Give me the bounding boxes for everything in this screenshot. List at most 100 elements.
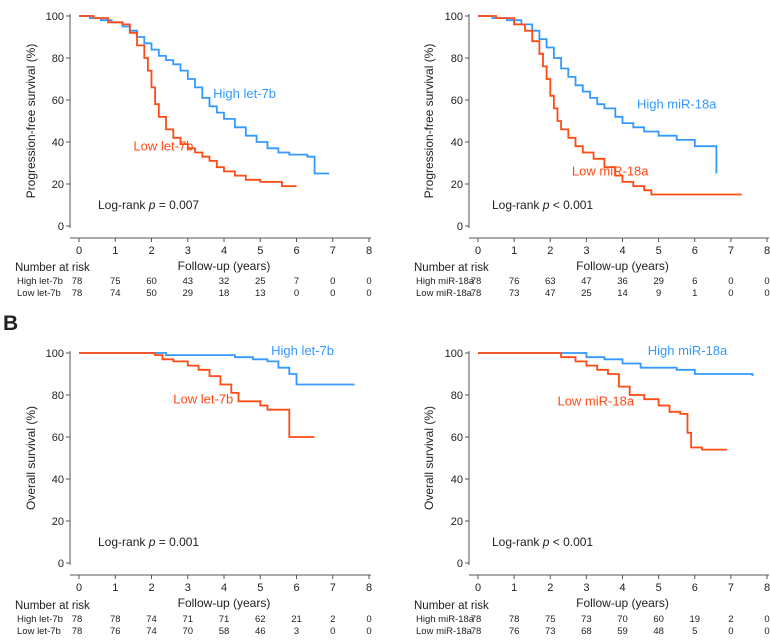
y-tick-label: 100 bbox=[46, 11, 64, 23]
risk-cell: 76 bbox=[509, 276, 520, 287]
y-axis-title: Overall survival (%) bbox=[24, 406, 38, 510]
series-label-low: Low miR-18a bbox=[572, 164, 649, 179]
risk-cell: 60 bbox=[653, 614, 664, 625]
x-tick-label: 0 bbox=[76, 582, 82, 594]
x-tick-label: 3 bbox=[583, 245, 589, 257]
risk-cell: 73 bbox=[545, 626, 556, 637]
risk-cell: 3 bbox=[294, 626, 299, 637]
y-tick-label: 20 bbox=[451, 179, 463, 191]
x-tick-label: 7 bbox=[728, 245, 734, 257]
x-tick-label: 0 bbox=[475, 245, 481, 257]
risk-cell: 2 bbox=[330, 614, 335, 625]
x-tick-label: 0 bbox=[475, 582, 481, 594]
x-tick-label: 1 bbox=[511, 245, 517, 257]
panel-label-b: B bbox=[3, 312, 18, 335]
survival-curve-high bbox=[79, 15, 330, 175]
risk-cell: 46 bbox=[255, 626, 266, 637]
risk-cell: 0 bbox=[330, 626, 335, 637]
log-rank-value: < 0.001 bbox=[549, 198, 593, 212]
x-tick-label: 1 bbox=[112, 245, 118, 257]
risk-cell: 78 bbox=[72, 614, 83, 625]
x-tick-label: 5 bbox=[656, 245, 662, 257]
x-tick-label: 6 bbox=[692, 582, 698, 594]
y-tick-label: 80 bbox=[52, 53, 64, 65]
series-label-low: Low let-7b bbox=[133, 138, 193, 153]
risk-cell: 76 bbox=[110, 626, 121, 637]
x-tick-label: 2 bbox=[148, 245, 154, 257]
risk-cell: 0 bbox=[330, 276, 335, 287]
risk-cell: 71 bbox=[219, 614, 230, 625]
log-rank-p: p bbox=[542, 535, 550, 549]
series-label-high: High let-7b bbox=[271, 343, 334, 358]
x-tick-label: 3 bbox=[185, 245, 191, 257]
x-tick-label: 4 bbox=[221, 245, 227, 257]
x-tick-label: 2 bbox=[547, 245, 553, 257]
log-rank-prefix: Log-rank bbox=[98, 535, 149, 549]
risk-cell: 7 bbox=[294, 276, 299, 287]
y-tick-label: 0 bbox=[58, 558, 64, 570]
risk-cell: 78 bbox=[471, 626, 482, 637]
series-label-high: High miR-18a bbox=[637, 96, 717, 111]
risk-cell: 0 bbox=[330, 288, 335, 299]
risk-cell: 0 bbox=[764, 288, 769, 299]
risk-cell: 0 bbox=[728, 288, 733, 299]
risk-table-title: Number at risk bbox=[414, 600, 489, 612]
y-tick-label: 80 bbox=[451, 390, 463, 402]
log-rank-value: = 0.007 bbox=[155, 198, 199, 212]
risk-cell: 0 bbox=[764, 626, 769, 637]
log-rank-annotation: Log-rank p = 0.007 bbox=[98, 198, 199, 212]
y-tick-label: 0 bbox=[457, 221, 463, 233]
y-tick-label: 60 bbox=[451, 95, 463, 107]
risk-cell: 71 bbox=[182, 614, 193, 625]
log-rank-annotation: Log-rank p < 0.001 bbox=[492, 198, 593, 212]
survival-curve-low bbox=[478, 15, 742, 196]
risk-cell: 0 bbox=[728, 626, 733, 637]
y-axis-title: Progression-free survival (%) bbox=[24, 44, 38, 199]
x-tick-label: 4 bbox=[221, 582, 227, 594]
y-tick-label: 20 bbox=[451, 516, 463, 528]
y-tick-label: 0 bbox=[58, 221, 64, 233]
x-tick-label: 4 bbox=[619, 582, 625, 594]
risk-cell: 47 bbox=[581, 276, 592, 287]
x-tick-label: 6 bbox=[692, 245, 698, 257]
y-tick-label: 60 bbox=[451, 432, 463, 444]
risk-cell: 0 bbox=[764, 276, 769, 287]
y-tick-label: 40 bbox=[451, 474, 463, 486]
risk-cell: 5 bbox=[692, 626, 697, 637]
y-tick-label: 40 bbox=[451, 137, 463, 149]
x-tick-label: 5 bbox=[656, 582, 662, 594]
series-label-high: High let-7b bbox=[213, 86, 276, 101]
risk-cell: 78 bbox=[72, 626, 83, 637]
y-tick-label: 100 bbox=[445, 348, 463, 360]
risk-cell: 78 bbox=[72, 288, 83, 299]
x-tick-label: 7 bbox=[330, 245, 336, 257]
log-rank-value: = 0.001 bbox=[155, 535, 199, 549]
risk-row-label: High let-7b bbox=[17, 614, 63, 625]
risk-cell: 36 bbox=[617, 276, 628, 287]
risk-cell: 73 bbox=[509, 288, 520, 299]
risk-cell: 48 bbox=[653, 626, 664, 637]
y-tick-label: 100 bbox=[46, 348, 64, 360]
x-tick-label: 8 bbox=[764, 582, 770, 594]
y-tick-label: 80 bbox=[451, 53, 463, 65]
risk-cell: 78 bbox=[471, 288, 482, 299]
risk-row-label: Low let-7b bbox=[17, 626, 61, 637]
risk-cell: 59 bbox=[617, 626, 628, 637]
risk-row-label: High miR-18a bbox=[416, 614, 475, 625]
risk-cell: 78 bbox=[509, 614, 520, 625]
risk-cell: 70 bbox=[617, 614, 628, 625]
y-tick-label: 60 bbox=[52, 95, 64, 107]
log-rank-annotation: Log-rank p = 0.001 bbox=[98, 535, 199, 549]
y-tick-label: 20 bbox=[52, 516, 64, 528]
risk-row-label: Low miR-18a bbox=[416, 626, 473, 637]
risk-cell: 74 bbox=[146, 626, 157, 637]
y-tick-label: 40 bbox=[52, 474, 64, 486]
log-rank-annotation: Log-rank p < 0.001 bbox=[492, 535, 593, 549]
risk-cell: 43 bbox=[182, 276, 193, 287]
risk-row-label: High let-7b bbox=[17, 276, 63, 287]
x-axis-title: Follow-up (years) bbox=[178, 259, 271, 273]
survival-curve-low bbox=[79, 15, 297, 187]
